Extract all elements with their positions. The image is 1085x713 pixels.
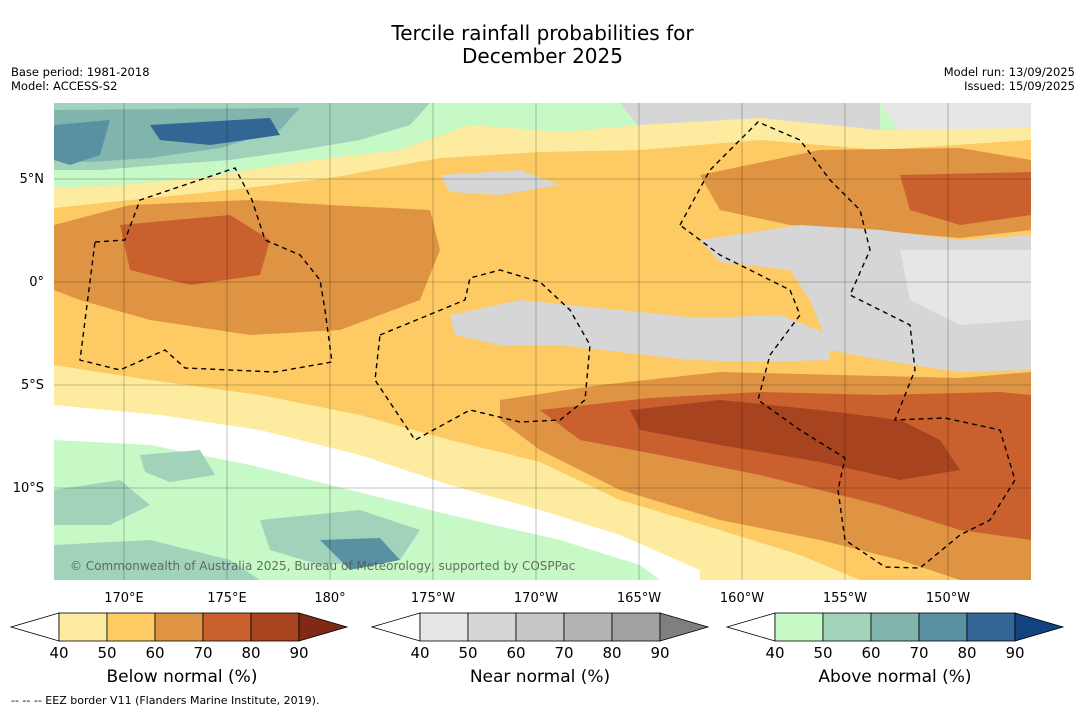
colorbar-segment [918, 612, 968, 642]
eez-line-islands [679, 121, 1016, 569]
colorbar-tick-label: 70 [193, 644, 212, 662]
colorbar-tick-label: 80 [957, 644, 976, 662]
near-normal-small [440, 170, 560, 195]
lon-label: 170°W [514, 591, 558, 606]
colorbar-segment [870, 612, 920, 642]
colorbar-tick-label: 50 [458, 644, 477, 662]
colorbar-segment [774, 612, 824, 642]
colorbar-segment [58, 612, 108, 642]
colorbar-segment [966, 612, 1016, 642]
above-70-sw [320, 538, 400, 570]
colorbar-tick-label: 70 [554, 644, 573, 662]
lat-label: 0° [29, 275, 44, 290]
issued-date: Issued: 15/09/2025 [964, 79, 1075, 93]
above-80-north [150, 118, 280, 145]
colorbar-extend-high [659, 612, 710, 642]
colorbar-tick-label: 60 [861, 644, 880, 662]
eez-tokelau [374, 269, 591, 441]
eez-borders [79, 121, 1016, 569]
model-name: Model: ACCESS-S2 [11, 79, 118, 93]
colorbar-tick-label: 80 [602, 644, 621, 662]
lon-label: 180° [314, 591, 345, 606]
map-title: Tercile rainfall probabilities for Decem… [0, 22, 1085, 68]
colorbar-extend-low [725, 612, 776, 642]
colorbar-extend-high [298, 612, 349, 642]
colorbar-tick-label: 90 [289, 644, 308, 662]
colorbar-segment [467, 612, 517, 642]
colorbar-tick-label: 60 [145, 644, 164, 662]
colorbar-segment [250, 612, 300, 642]
meta-left: Base period: 1981-2018 Model: ACCESS-S2 [11, 65, 150, 93]
above-50-sw-2 [54, 480, 150, 525]
colorbar-tick-label: 40 [49, 644, 68, 662]
model-run: Model run: 13/09/2025 [943, 65, 1075, 79]
lon-label: 170°E [104, 591, 144, 606]
colorbar-tick-label: 50 [813, 644, 832, 662]
lon-label: 165°W [617, 591, 661, 606]
colorbar-tick-label: 70 [909, 644, 928, 662]
colorbars: 40 50 60 70 80 90 40 50 60 70 80 90 40 50 60 70 80 90 [9, 612, 1065, 662]
colorbar-extend-low [9, 612, 60, 642]
lon-label: 150°W [926, 591, 970, 606]
below-80-south [630, 400, 960, 480]
above-70-north [54, 120, 110, 165]
lat-label: 10°S [13, 481, 44, 496]
title-line-2: December 2025 [462, 44, 623, 68]
colorbar-segment [154, 612, 204, 642]
lon-label: 155°W [823, 591, 867, 606]
title-line-1: Tercile rainfall probabilities for [391, 21, 694, 45]
colorbar-segment [419, 612, 469, 642]
colorbar-tick-label: 40 [765, 644, 784, 662]
colorbar-segment [822, 612, 872, 642]
lon-label: 175°W [411, 591, 455, 606]
meta-right: Model run: 13/09/2025 Issued: 15/09/2025 [944, 65, 1075, 93]
lon-labels: 170°E 175°E 180° 175°W 170°W 165°W 160°W… [104, 591, 970, 606]
colorbar-tick-label: 90 [650, 644, 669, 662]
near-normal-central [450, 300, 830, 362]
colorbar-tick-label: 90 [1005, 644, 1024, 662]
colorbar-segment [515, 612, 565, 642]
colorbar-segment [106, 612, 156, 642]
colorbar-label-below: Below normal (%) [106, 667, 258, 687]
colorbar-tick-label: 50 [97, 644, 116, 662]
grid [54, 103, 1031, 580]
probability-field [54, 103, 1031, 580]
near-normal-east-light [900, 250, 1031, 325]
colorbar-extend-low [370, 612, 421, 642]
below-70-ne [900, 172, 1031, 225]
above-50-sw-4 [54, 540, 260, 580]
colorbar-segment [202, 612, 252, 642]
below-40-north-band [54, 118, 1031, 208]
below-80-west-core [180, 232, 265, 278]
colorbar-tick-label: 60 [506, 644, 525, 662]
lat-label: 5°N [20, 172, 45, 187]
colorbar-label-near: Near normal (%) [469, 667, 611, 687]
lon-label: 160°W [720, 591, 764, 606]
lat-labels: 5°N 0° 5°S 10°S [13, 172, 44, 496]
eez-footnote: -- -- -- EEZ border V11 (Flanders Marine… [11, 694, 320, 707]
colorbar-tick-label: 80 [241, 644, 260, 662]
lon-label: 175°E [207, 591, 247, 606]
colorbar-tick-label: 40 [410, 644, 429, 662]
above-50-sw-1 [140, 450, 215, 482]
lat-label: 5°S [21, 378, 44, 393]
colorbar-label-above: Above normal (%) [818, 667, 972, 687]
near-normal-ne [880, 103, 1031, 132]
colorbar-segment [563, 612, 613, 642]
eez-tuvalu-kiribati-west [79, 167, 333, 373]
base-period: Base period: 1981-2018 [11, 65, 150, 79]
copyright-text: © Commonwealth of Australia 2025, Bureau… [70, 559, 575, 573]
colorbar-segment [611, 612, 661, 642]
colorbar-extend-high [1014, 612, 1065, 642]
